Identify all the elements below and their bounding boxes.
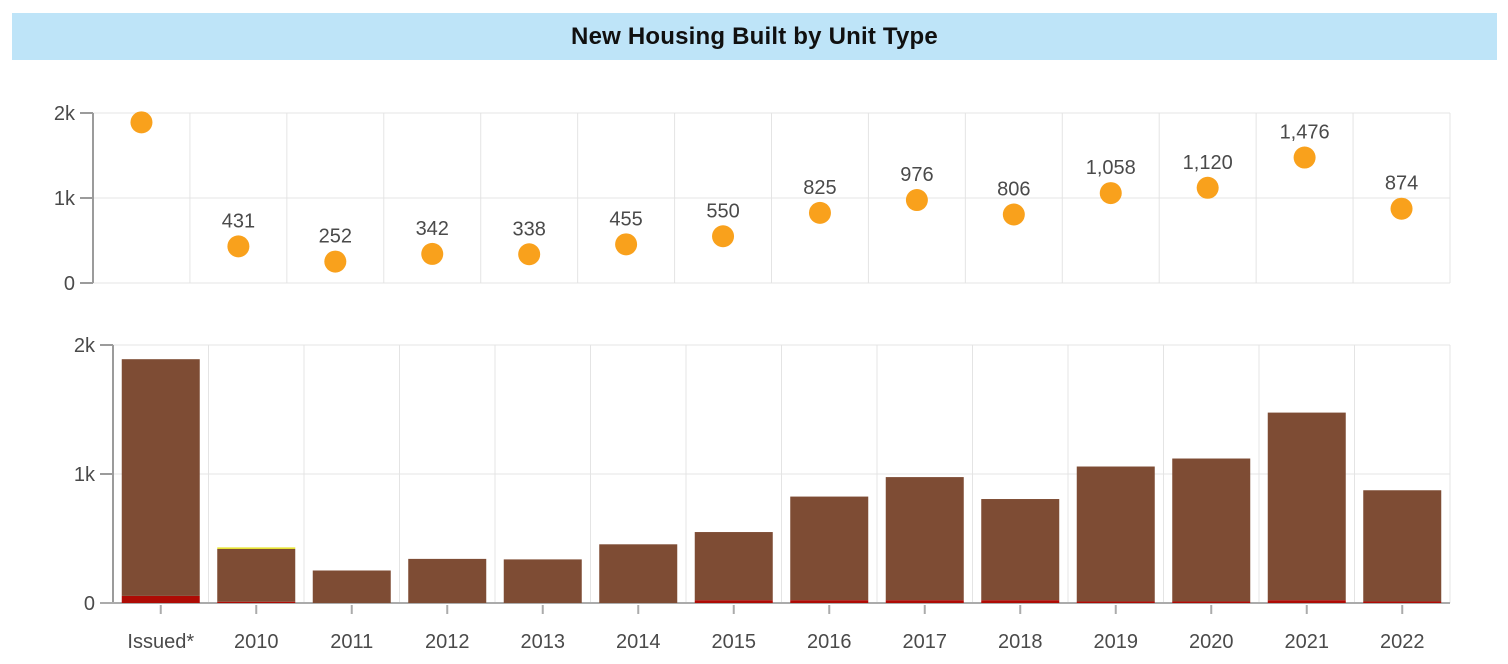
bar-segment-red-2015[interactable] — [694, 600, 773, 603]
bar-segment-red-2016[interactable] — [790, 600, 869, 603]
scatter-data-label-2015: 550 — [706, 200, 739, 222]
scatter-point-2015[interactable] — [712, 225, 735, 248]
bar-x-tick-label-2020: 2020 — [1189, 631, 1234, 653]
scatter-data-label-2021: 1,476 — [1280, 122, 1330, 144]
scatter-data-label-2022: 874 — [1385, 173, 1418, 195]
bar-segment-brown-2019[interactable] — [1076, 466, 1155, 602]
bar-segment-red-Issued*[interactable] — [121, 595, 200, 603]
scatter-data-label-2018: 806 — [997, 178, 1030, 200]
bar-x-tick-label-2014: 2014 — [616, 631, 661, 653]
scatter-data-label-2012: 342 — [416, 218, 449, 240]
bar-segment-brown-2017[interactable] — [885, 477, 964, 601]
bar-segment-brown-2018[interactable] — [981, 499, 1060, 601]
scatter-y-tick-label: 0 — [64, 273, 75, 295]
bar-x-tick-label-2016: 2016 — [807, 631, 852, 653]
bar-segment-red-2020[interactable] — [1172, 601, 1251, 603]
scatter-data-label-2019: 1,058 — [1086, 157, 1136, 179]
scatter-y-tick-label: 1k — [54, 188, 76, 210]
scatter-point-2020[interactable] — [1196, 176, 1219, 199]
bar-x-tick-label-2015: 2015 — [712, 631, 757, 653]
bar-x-tick-label-Issued*: Issued* — [127, 631, 194, 653]
bar-y-tick-label: 1k — [74, 464, 96, 486]
scatter-data-label-2016: 825 — [803, 177, 836, 199]
bar-segment-brown-2015[interactable] — [694, 532, 773, 601]
bar-segment-yellow-2010[interactable] — [217, 547, 296, 549]
scatter-point-2013[interactable] — [518, 243, 541, 266]
bar-x-tick-label-2012: 2012 — [425, 631, 470, 653]
bar-segment-brown-2016[interactable] — [790, 496, 869, 601]
chart-header-banner: New Housing Built by Unit Type — [12, 13, 1497, 60]
scatter-data-label-2010: 431 — [222, 210, 255, 232]
scatter-point-2016[interactable] — [808, 201, 831, 224]
bar-segment-red-2019[interactable] — [1076, 601, 1155, 603]
bar-segment-brown-2021[interactable] — [1267, 412, 1346, 601]
chart-title: New Housing Built by Unit Type — [571, 22, 938, 50]
bar-x-tick-label-2013: 2013 — [521, 631, 566, 653]
bar-segment-brown-2020[interactable] — [1172, 458, 1251, 602]
bar-x-tick-label-2022: 2022 — [1380, 631, 1425, 653]
scatter-data-label-2017: 976 — [900, 164, 933, 186]
bar-y-tick-label: 0 — [84, 593, 95, 615]
bar-segment-brown-Issued*[interactable] — [121, 359, 200, 596]
bar-x-tick-label-2018: 2018 — [998, 631, 1043, 653]
bar-segment-brown-2013[interactable] — [503, 559, 582, 603]
scatter-point-2019[interactable] — [1099, 182, 1122, 205]
bar-segment-red-2018[interactable] — [981, 600, 1060, 603]
bar-segment-brown-2022[interactable] — [1363, 490, 1442, 602]
scatter-point-2011[interactable] — [324, 250, 347, 273]
bar-segment-brown-2012[interactable] — [408, 558, 487, 603]
scatter-data-label-2011: 252 — [319, 226, 352, 248]
scatter-point-2010[interactable] — [227, 235, 250, 258]
scatter-point-2014[interactable] — [615, 233, 638, 256]
bar-segment-red-2021[interactable] — [1267, 600, 1346, 603]
scatter-data-label-2013: 338 — [512, 218, 545, 240]
bar-x-tick-label-2021: 2021 — [1285, 631, 1330, 653]
scatter-point-Issued*[interactable] — [130, 111, 153, 134]
bar-x-tick-label-2010: 2010 — [234, 631, 279, 653]
scatter-y-tick-label: 2k — [54, 103, 76, 125]
scatter-point-2012[interactable] — [421, 242, 444, 265]
bar-x-tick-label-2019: 2019 — [1094, 631, 1139, 653]
bar-segment-brown-2011[interactable] — [312, 570, 391, 603]
scatter-point-2022[interactable] — [1390, 197, 1413, 220]
scatter-point-2018[interactable] — [1002, 203, 1025, 226]
bar-segment-red-2022[interactable] — [1363, 601, 1442, 603]
bar-segment-brown-2010[interactable] — [217, 548, 296, 602]
bar-x-tick-label-2017: 2017 — [903, 631, 948, 653]
scatter-data-label-2020: 1,120 — [1183, 152, 1233, 174]
scatter-point-2017[interactable] — [905, 189, 928, 212]
scatter-data-label-2014: 455 — [609, 208, 642, 230]
scatter-point-2021[interactable] — [1293, 146, 1316, 169]
bar-x-tick-label-2011: 2011 — [330, 631, 373, 653]
bar-y-tick-label: 2k — [74, 335, 96, 357]
bar-segment-red-2017[interactable] — [885, 600, 964, 603]
bar-segment-red-2010[interactable] — [217, 601, 296, 603]
bar-segment-brown-2014[interactable] — [599, 544, 678, 603]
